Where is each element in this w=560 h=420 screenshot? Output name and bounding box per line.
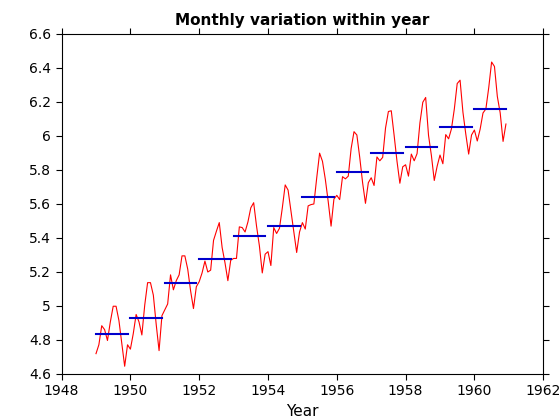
Title: Monthly variation within year: Monthly variation within year xyxy=(175,13,430,28)
X-axis label: Year: Year xyxy=(286,404,319,419)
